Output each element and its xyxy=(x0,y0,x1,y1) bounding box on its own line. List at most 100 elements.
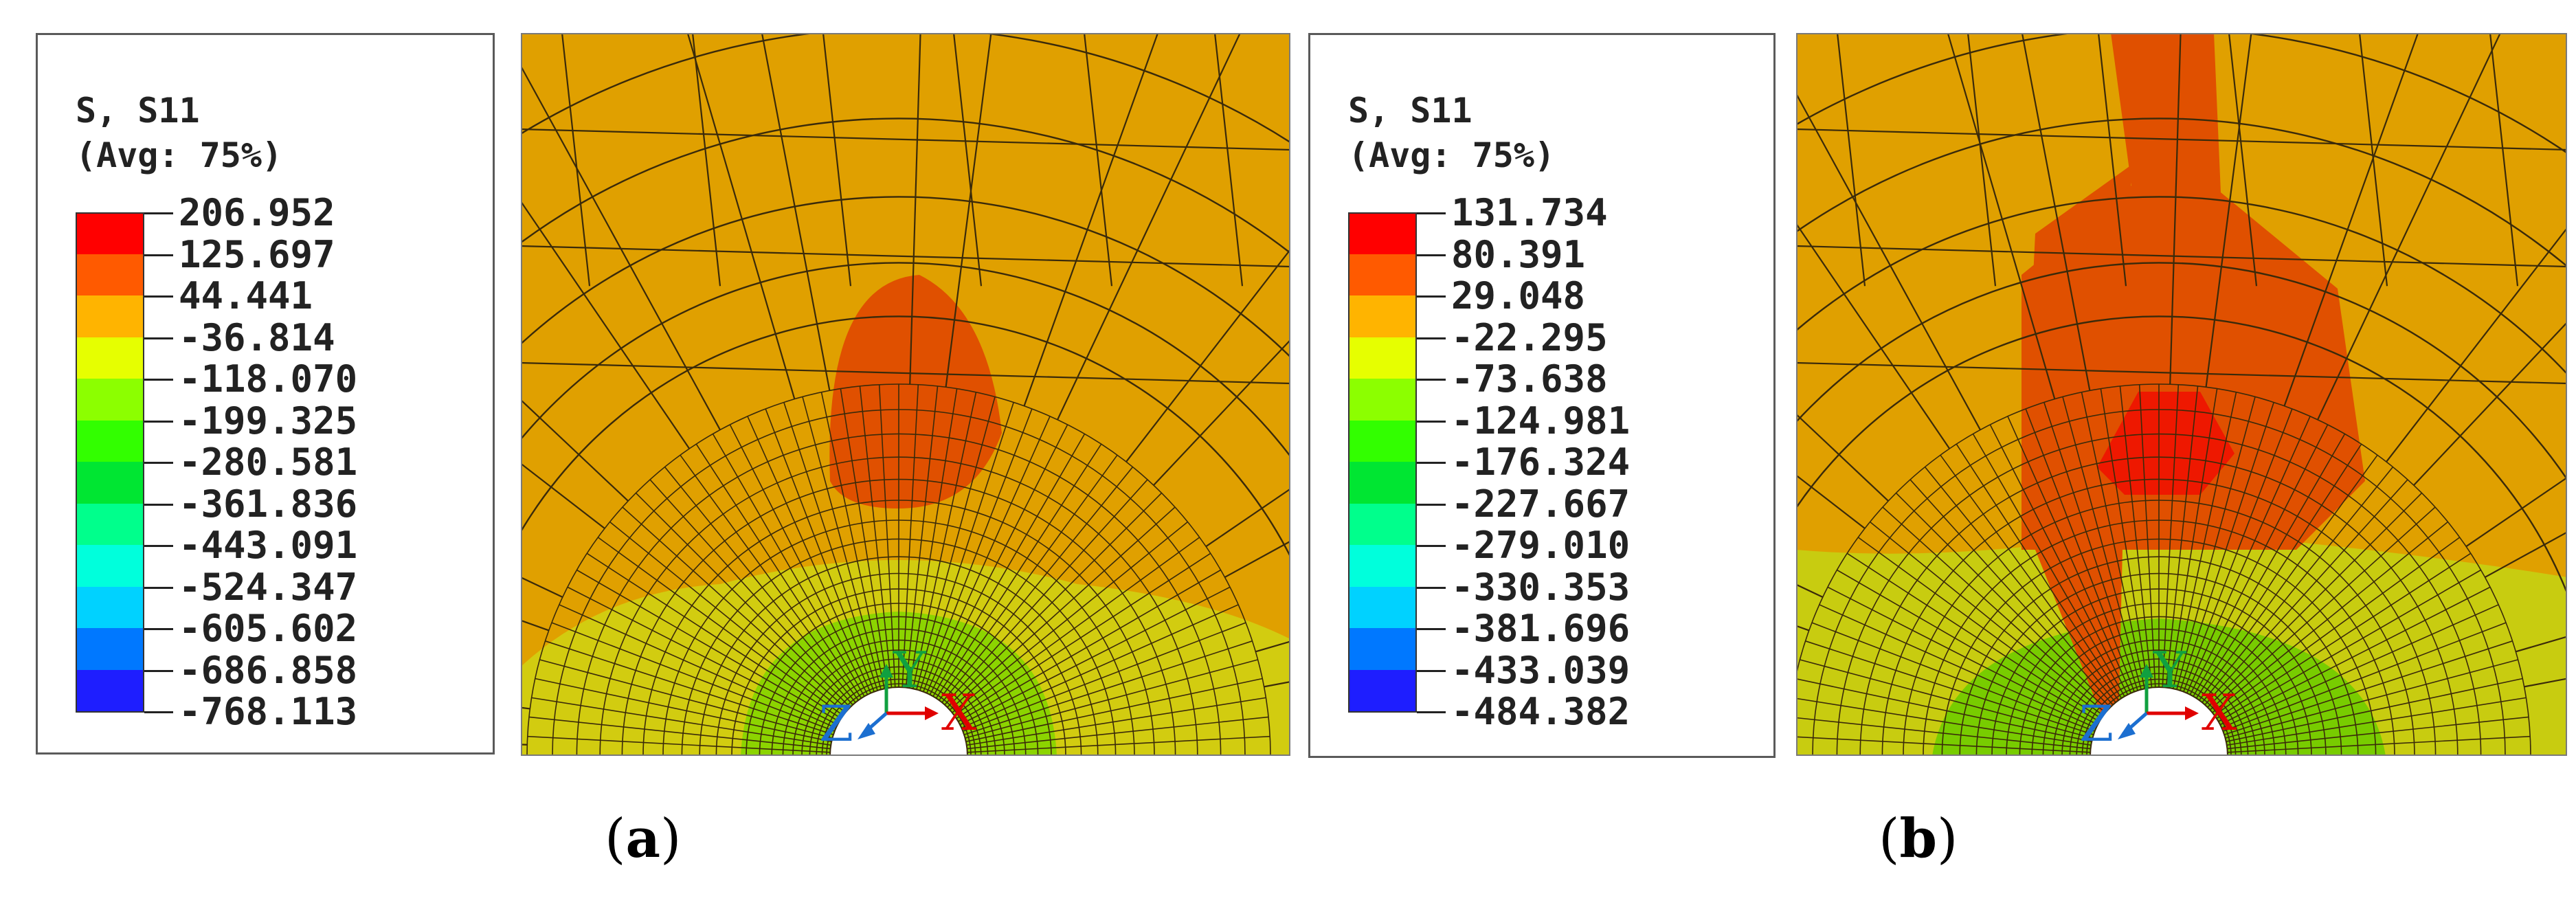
mesh-spoke xyxy=(1153,339,1290,486)
panel-b: S, S11 (Avg: 75%) 131.734 80.391 29.048 -22… xyxy=(1288,0,2576,905)
mesh-spoke xyxy=(1800,659,2093,739)
mesh-spoke xyxy=(2317,33,2502,421)
triad-y-arrow xyxy=(880,664,893,678)
legend-value: 80.391 xyxy=(1451,232,1586,276)
stress-contour-plot-b: YX Z xyxy=(1796,33,2567,756)
mesh-line xyxy=(1836,33,1866,287)
mesh-spoke xyxy=(521,399,629,502)
mesh-spoke xyxy=(929,424,1068,695)
plot-frame xyxy=(521,33,1290,756)
legend-value: -605.602 xyxy=(179,607,358,650)
mesh-ring xyxy=(521,118,1290,254)
legend-tick xyxy=(1417,420,1446,423)
mesh-spoke xyxy=(535,678,832,742)
mesh-spoke xyxy=(2226,697,2527,746)
mesh-spoke xyxy=(2021,33,2091,391)
mesh-spoke xyxy=(949,506,1176,711)
mesh-spoke xyxy=(2025,408,2135,692)
mesh-line xyxy=(2489,33,2519,287)
mesh-spoke xyxy=(539,659,833,739)
mesh-spoke xyxy=(680,454,859,701)
mesh-spoke xyxy=(926,416,1051,693)
mesh-spoke xyxy=(912,392,977,689)
mesh-spoke xyxy=(916,396,996,690)
triad-y-arrow xyxy=(2140,664,2153,678)
legend-value: -443.091 xyxy=(179,524,358,567)
mesh-line xyxy=(2358,33,2388,287)
legend-tick xyxy=(144,669,173,672)
mesh-spoke xyxy=(2173,392,2237,689)
mesh-spoke xyxy=(1796,697,2092,746)
legend-value: -227.667 xyxy=(1451,482,1631,526)
mesh-spoke xyxy=(2186,416,2311,693)
mesh-spoke xyxy=(965,659,1258,739)
mesh-ring xyxy=(521,262,1290,458)
mesh-spoke xyxy=(521,64,721,431)
mesh-line xyxy=(1796,128,2567,151)
legend-value: -524.347 xyxy=(179,565,358,609)
legend-value: -124.981 xyxy=(1451,399,1631,443)
mesh-line xyxy=(561,33,591,287)
mesh-spoke xyxy=(919,402,1014,691)
mesh-spoke xyxy=(909,33,921,385)
contour-orange-region xyxy=(829,275,1002,509)
mesh-spoke xyxy=(2212,521,2448,713)
legend-value: 29.048 xyxy=(1451,274,1586,317)
coordinate-triad: YX Z xyxy=(819,641,976,752)
mesh-spoke xyxy=(1796,92,1982,431)
mesh-ring xyxy=(521,196,1290,359)
mesh-spoke xyxy=(2223,622,2507,732)
legend-tick xyxy=(1417,295,1446,298)
legend-tick xyxy=(1417,462,1446,464)
mesh-spoke xyxy=(2207,492,2423,708)
mesh-spoke xyxy=(2413,321,2567,486)
mesh-spoke xyxy=(939,454,1118,701)
mesh-spoke xyxy=(1972,434,2125,697)
triad-z-label: Z xyxy=(819,695,853,752)
mesh-spoke xyxy=(747,416,872,693)
mesh-spoke xyxy=(901,384,919,688)
legend-tick xyxy=(1417,212,1446,214)
mesh-spoke xyxy=(2204,479,2408,706)
mesh-spoke xyxy=(932,434,1086,697)
mesh-spoke xyxy=(802,396,882,690)
mesh-line xyxy=(1083,33,1113,287)
mesh-spoke xyxy=(956,552,1211,719)
mesh-spoke xyxy=(941,467,1134,703)
legend-color-band xyxy=(76,628,144,671)
legend-value: -768.113 xyxy=(179,690,358,733)
plot-frame xyxy=(1796,33,2567,756)
mesh-spoke xyxy=(576,569,840,722)
legend-tick xyxy=(144,379,173,381)
mesh-spoke xyxy=(729,424,869,695)
mesh-spoke xyxy=(967,735,1270,753)
legend-value: -484.382 xyxy=(1451,690,1631,733)
legend-tick xyxy=(1417,586,1446,589)
mesh-spoke xyxy=(1023,33,1159,407)
mesh-spoke xyxy=(1989,424,2129,695)
mesh-spoke xyxy=(1882,506,2109,711)
mesh-spoke xyxy=(966,697,1266,746)
mesh-spoke xyxy=(2214,537,2461,716)
triad-x-arrow xyxy=(925,706,939,720)
caption-b: (b) xyxy=(1879,807,1958,870)
mesh-spoke xyxy=(635,492,851,708)
mesh-spoke xyxy=(2119,386,2153,688)
mesh-spoke xyxy=(664,467,856,703)
mesh-spoke xyxy=(908,388,958,689)
mesh-spoke xyxy=(609,521,846,713)
circular-hole xyxy=(2089,686,2229,756)
legend-tick xyxy=(1417,503,1446,506)
contour-red-region xyxy=(2097,392,2235,495)
mesh-spoke xyxy=(2218,569,2481,722)
legend-tick xyxy=(1417,545,1446,547)
mesh-spoke xyxy=(1796,736,2091,753)
mesh-spoke xyxy=(586,552,842,719)
mesh-spoke xyxy=(1796,222,1951,449)
triad-z-label: Z xyxy=(2079,695,2114,752)
legend-value: -36.814 xyxy=(179,315,335,359)
mesh-spoke xyxy=(2165,386,2199,688)
mesh-spoke xyxy=(1819,604,2096,729)
mesh-line xyxy=(1967,33,1997,287)
mesh-spoke xyxy=(2221,604,2499,729)
